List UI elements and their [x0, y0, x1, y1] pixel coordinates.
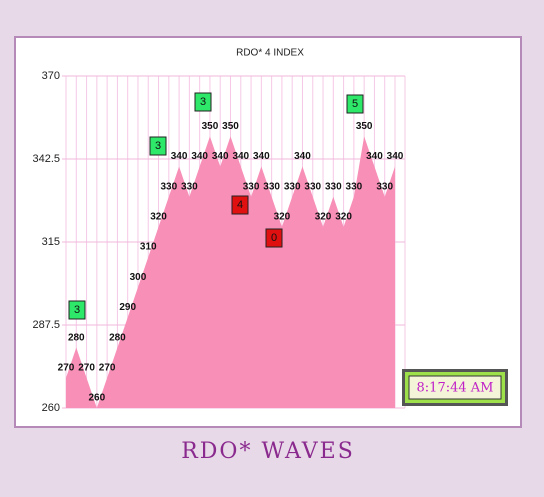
- value-label: 320: [335, 212, 352, 223]
- value-label: 280: [109, 332, 126, 343]
- y-tick-label: 342.5: [32, 153, 60, 165]
- value-label: 330: [346, 181, 363, 192]
- value-label: 340: [387, 151, 404, 162]
- value-label: 330: [181, 181, 198, 192]
- value-label: 300: [130, 272, 147, 283]
- annotation: 0: [271, 232, 277, 244]
- annotation-box: [231, 195, 249, 215]
- value-label: 320: [315, 212, 332, 223]
- value-label: 320: [150, 212, 167, 223]
- value-label: 330: [243, 181, 260, 192]
- chart-title: RDO* 4 INDEX: [236, 48, 304, 59]
- area: [66, 136, 395, 408]
- value-label: 290: [119, 302, 136, 313]
- value-label: 340: [171, 151, 188, 162]
- annotation: 3: [74, 304, 80, 316]
- clock-face: [408, 375, 502, 400]
- y-tick-label: 260: [42, 402, 60, 414]
- value-label: 340: [294, 151, 311, 162]
- annotation: 3: [200, 96, 206, 108]
- annotation-box: [346, 94, 364, 114]
- value-label: 350: [202, 121, 219, 132]
- value-label: 330: [304, 181, 321, 192]
- value-label: 270: [78, 362, 95, 373]
- value-label: 270: [58, 362, 75, 373]
- value-label: 340: [212, 151, 229, 162]
- y-tick-label: 315: [42, 236, 60, 248]
- value-label: 330: [325, 181, 342, 192]
- value-label: 330: [376, 181, 393, 192]
- value-label: 330: [263, 181, 280, 192]
- value-label: 280: [68, 332, 85, 343]
- value-label: 260: [89, 393, 106, 404]
- annotation: 4: [237, 199, 243, 211]
- value-label: 320: [274, 212, 291, 223]
- value-label: 350: [356, 121, 373, 132]
- value-label: 340: [253, 151, 270, 162]
- annotation: 5: [352, 98, 358, 110]
- value-label: 330: [160, 181, 177, 192]
- value-label: 340: [366, 151, 383, 162]
- clock: 8:17:44 AM: [417, 381, 494, 396]
- annotation-box: [149, 136, 167, 156]
- caption: RDO* WAVES: [181, 439, 355, 464]
- plot: 260 287.5 315 342.5 370 270 280 270 260 270 280 290…: [32, 70, 406, 414]
- value-label: 340: [191, 151, 208, 162]
- value-label: 310: [140, 242, 157, 253]
- y-tick-label: 287.5: [32, 319, 60, 331]
- value-label: 350: [222, 121, 239, 132]
- y-tick-label: 370: [42, 70, 60, 82]
- annotation-box: [68, 300, 86, 320]
- value-label: 270: [99, 362, 116, 373]
- value-label: 330: [284, 181, 301, 192]
- value-label: 340: [232, 151, 249, 162]
- annotation-box: [194, 92, 212, 112]
- annotation-box: [265, 228, 283, 248]
- annotation: 3: [155, 140, 161, 152]
